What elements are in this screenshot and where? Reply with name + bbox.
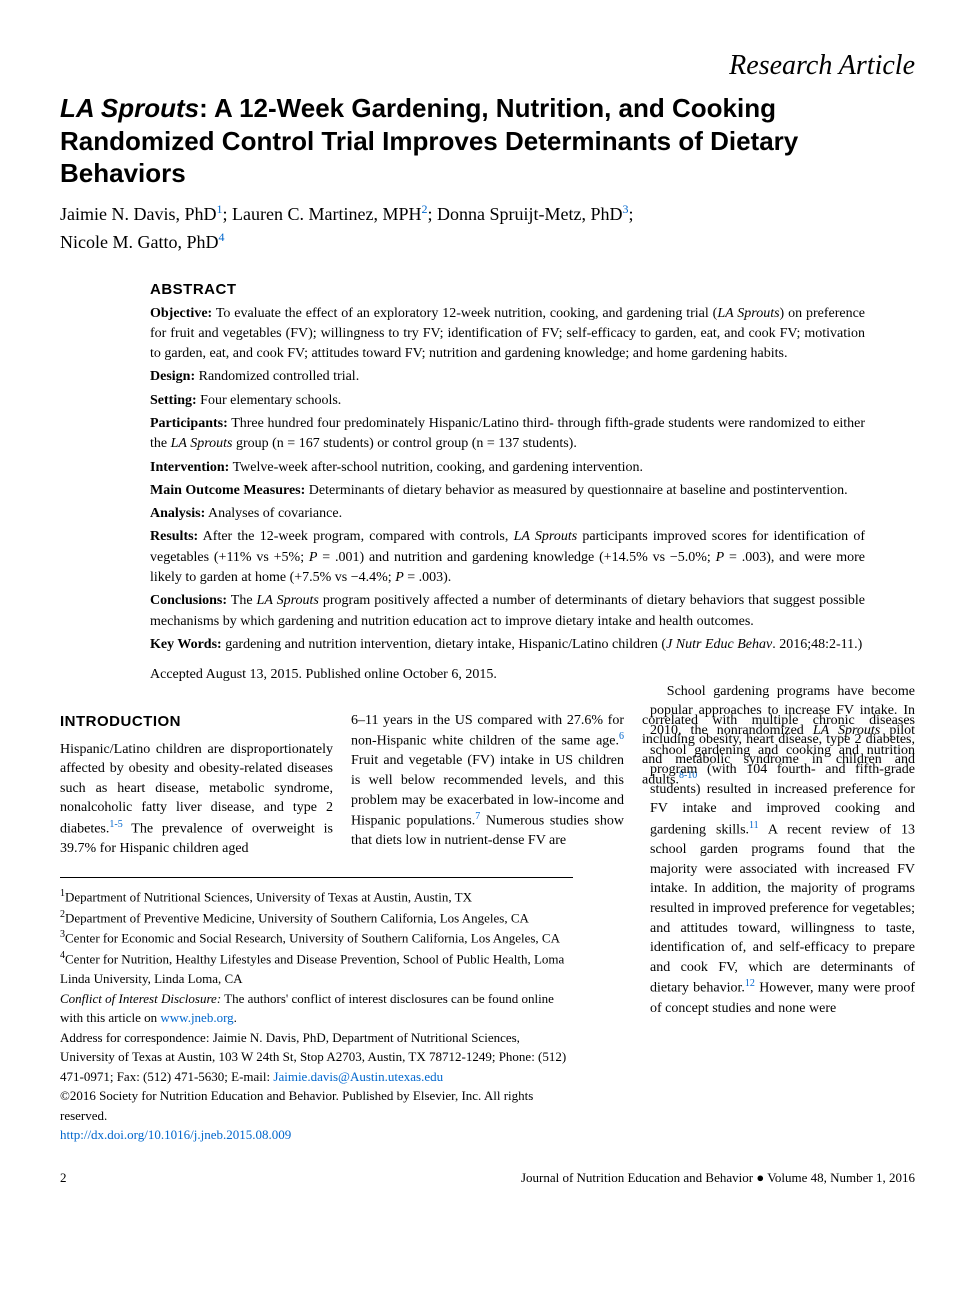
- affil-3-text: Center for Economic and Social Research,…: [65, 931, 560, 946]
- author-4-affil[interactable]: 4: [218, 230, 224, 244]
- ref-11[interactable]: 11: [749, 820, 759, 831]
- doi-link[interactable]: http://dx.doi.org/10.1016/j.jneb.2015.08…: [60, 1127, 291, 1142]
- authors-block: Jaimie N. Davis, PhD1; Lauren C. Martine…: [60, 200, 915, 256]
- keywords-text: gardening and nutrition intervention, di…: [222, 637, 666, 652]
- objective-italic: LA Sprouts: [717, 306, 779, 321]
- participants-italic: LA Sprouts: [171, 436, 233, 451]
- ref-12[interactable]: 12: [745, 978, 755, 989]
- abstract-objective: Objective: To evaluate the effect of an …: [150, 304, 865, 365]
- analysis-text: Analyses of covariance.: [205, 506, 342, 521]
- intro-col-2: 6–11 years in the US compared with 27.6%…: [351, 711, 624, 859]
- setting-label: Setting:: [150, 393, 197, 408]
- page-footer: 2 Journal of Nutrition Education and Beh…: [60, 1170, 915, 1186]
- objective-label: Objective:: [150, 306, 212, 321]
- coi-period: .: [234, 1010, 237, 1025]
- setting-text: Four elementary schools.: [197, 393, 342, 408]
- affil-2-text: Department of Preventive Medicine, Unive…: [65, 910, 529, 925]
- conclusions-italic: LA Sprouts: [257, 593, 319, 608]
- conclusions-label: Conclusions:: [150, 593, 227, 608]
- affiliations-block: 1Department of Nutritional Sciences, Uni…: [60, 886, 573, 1145]
- col3-continued: School gardening programs have become po…: [650, 682, 915, 1018]
- author-3: Donna Spruijt-Metz, PhD: [437, 204, 622, 224]
- title-italic: LA Sprouts: [60, 93, 199, 123]
- article-type: Research Article: [60, 50, 915, 82]
- copyright: ©2016 Society for Nutrition Education an…: [60, 1086, 573, 1125]
- outcome-text: Determinants of dietary behavior as meas…: [305, 483, 847, 498]
- keywords-journal: J Nutr Educ Behav: [666, 637, 772, 652]
- keywords-citation: . 2016;48:2-11.): [772, 637, 862, 652]
- coi-label: Conflict of Interest Disclosure:: [60, 991, 221, 1006]
- journal-info: Journal of Nutrition Education and Behav…: [521, 1170, 915, 1186]
- abstract-conclusions: Conclusions: The LA Sprouts program posi…: [150, 591, 865, 632]
- abstract-setting: Setting: Four elementary schools.: [150, 391, 865, 411]
- results-p3: P: [395, 570, 404, 585]
- abstract-outcome: Main Outcome Measures: Determinants of d…: [150, 481, 865, 501]
- intervention-label: Intervention:: [150, 460, 229, 475]
- results-italic: LA Sprouts: [514, 529, 578, 544]
- col2-text: 6–11 years in the US compared with 27.6%…: [351, 713, 624, 749]
- email-link[interactable]: Jaimie.davis@Austin.utexas.edu: [273, 1069, 443, 1084]
- results-p2: P: [716, 550, 725, 565]
- col3-p2-italic: LA Sprouts: [813, 723, 880, 738]
- analysis-label: Analysis:: [150, 506, 205, 521]
- col3-p2-mid: pilot school gardening and cooking and n…: [650, 723, 915, 838]
- design-label: Design:: [150, 369, 195, 384]
- page-number: 2: [60, 1170, 67, 1186]
- col3-p2-post: A recent review of 13 school garden prog…: [650, 823, 915, 996]
- affil-1-text: Department of Nutritional Sciences, Univ…: [65, 889, 472, 904]
- outcome-label: Main Outcome Measures:: [150, 483, 305, 498]
- jneb-link[interactable]: www.jneb.org: [160, 1010, 233, 1025]
- ref-6[interactable]: 6: [619, 731, 624, 742]
- conclusions-pre: The: [227, 593, 257, 608]
- abstract-design: Design: Randomized controlled trial.: [150, 367, 865, 387]
- affil-4-text: Center for Nutrition, Healthy Lifestyles…: [60, 952, 564, 987]
- intervention-text: Twelve-week after-school nutrition, cook…: [229, 460, 643, 475]
- abstract-intervention: Intervention: Twelve-week after-school n…: [150, 458, 865, 478]
- abstract-results: Results: After the 12-week program, comp…: [150, 527, 865, 588]
- abstract-keywords: Key Words: gardening and nutrition inter…: [150, 635, 865, 655]
- objective-pre: To evaluate the effect of an exploratory…: [212, 306, 717, 321]
- results-label: Results:: [150, 529, 198, 544]
- results-end: = .003).: [404, 570, 452, 585]
- abstract-block: ABSTRACT Objective: To evaluate the effe…: [150, 281, 865, 686]
- affil-divider: [60, 877, 573, 878]
- results-pre: After the 12-week program, compared with…: [198, 529, 513, 544]
- abstract-participants: Participants: Three hundred four predomi…: [150, 414, 865, 455]
- keywords-label: Key Words:: [150, 637, 222, 652]
- author-3-affil[interactable]: 3: [622, 202, 628, 216]
- author-1: Jaimie N. Davis, PhD: [60, 204, 217, 224]
- intro-col-1: INTRODUCTION Hispanic/Latino children ar…: [60, 711, 333, 859]
- author-1-affil[interactable]: 1: [217, 202, 223, 216]
- results-mid1: = .001) and nutrition and gardening know…: [317, 550, 715, 565]
- abstract-heading: ABSTRACT: [150, 281, 865, 298]
- participants-label: Participants:: [150, 416, 228, 431]
- intro-heading: INTRODUCTION: [60, 711, 333, 732]
- design-text: Randomized controlled trial.: [195, 369, 359, 384]
- article-title: LA Sprouts: A 12-Week Gardening, Nutriti…: [60, 92, 915, 190]
- author-2: Lauren C. Martinez, MPH: [232, 204, 421, 224]
- footer-area: School gardening programs have become po…: [60, 877, 915, 1186]
- ref-1-5[interactable]: 1-5: [109, 819, 122, 830]
- participants-post: group (n = 167 students) or control grou…: [232, 436, 576, 451]
- author-4: Nicole M. Gatto, PhD: [60, 232, 218, 252]
- author-2-affil[interactable]: 2: [421, 202, 427, 216]
- abstract-analysis: Analysis: Analyses of covariance.: [150, 504, 865, 524]
